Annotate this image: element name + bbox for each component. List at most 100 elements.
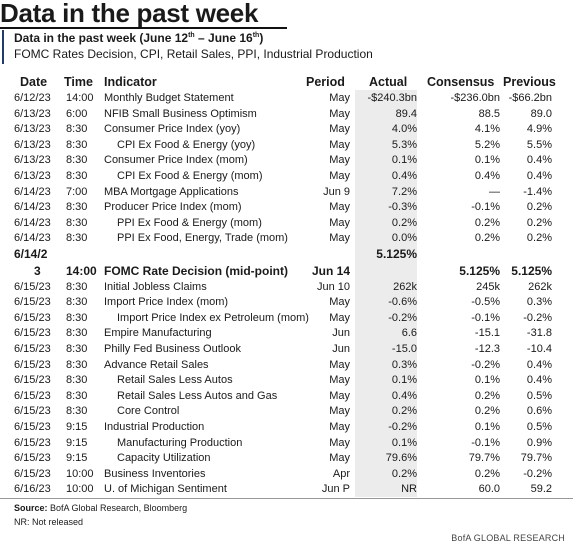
cell-period: May — [329, 374, 350, 387]
cell-period: Jun — [332, 343, 350, 355]
cell-actual: -$240.3bn — [367, 92, 417, 104]
cell-indicator: Import Price Index ex Petroleum (mom) — [117, 311, 309, 324]
cell-date: 6/15/23 — [14, 374, 51, 387]
cell-time: 8:30 — [66, 154, 88, 167]
cell-previous: -0.2% — [523, 467, 552, 480]
cell-indicator: Producer Price Index (mom) — [104, 201, 242, 214]
cell-period: May — [329, 452, 350, 465]
cell-period: May — [329, 92, 350, 104]
cell-previous: 4.9% — [526, 123, 552, 136]
cell-consensus: -0.1% — [471, 201, 500, 214]
cell-date: 6/13/23 — [14, 138, 51, 151]
cell-consensus: 0.1% — [474, 374, 500, 387]
cell-indicator: NFIB Small Business Optimism — [104, 107, 257, 120]
cell-time: 14:00 — [66, 92, 94, 104]
cell-consensus: 0.2% — [474, 467, 500, 480]
cell-indicator: Monthly Budget Statement — [104, 92, 234, 104]
table-row: 6/15/23 9:15 Industrial Production May -0.2%… — [0, 420, 573, 435]
table-description: FOMC Rates Decision, CPI, Retail Sales, … — [14, 47, 373, 61]
cell-previous: -1.4% — [523, 185, 552, 198]
table-row: 6/15/23 9:15 Capacity Utilization May 79.6% 7… — [0, 451, 573, 466]
cell-period: May — [329, 107, 350, 120]
cell-consensus: 0.1% — [474, 421, 500, 433]
source-label: Source: — [14, 503, 48, 513]
cell-previous: 0.3% — [526, 296, 552, 309]
cell-previous: -0.2% — [523, 311, 552, 324]
cell-time: 10:00 — [66, 483, 94, 496]
nr-note: NR: Not released — [14, 517, 84, 527]
cell-period: May — [329, 154, 350, 167]
cell-time: 10:00 — [66, 467, 94, 480]
cell-indicator: Retail Sales Less Autos — [117, 374, 233, 387]
cell-date: 6/15/23 — [14, 296, 51, 309]
cell-consensus: 0.4% — [474, 170, 500, 182]
cell-date: 6/12/23 — [14, 92, 51, 104]
col-head-period: Period — [306, 75, 345, 89]
cell-period: May — [329, 405, 350, 418]
cell-date: 6/15/23 — [14, 467, 51, 480]
table-row: 6/14/23 8:30 PPI Ex Food & Energy (mom) May… — [0, 216, 573, 231]
table-row: 6/13/23 8:30 CPI Ex Food & Energy (yoy) May… — [0, 138, 573, 153]
cell-actual: 0.1% — [391, 436, 417, 449]
cell-period: Jun 14 — [311, 264, 350, 278]
cell-indicator: PPI Ex Food, Energy, Trade (mom) — [117, 232, 288, 245]
col-head-actual: Actual — [369, 75, 408, 89]
cell-date: 6/14/2 — [14, 247, 48, 261]
cell-indicator: Advance Retail Sales — [104, 358, 209, 371]
cell-date: 6/15/23 — [14, 389, 51, 402]
table-row: 6/15/23 8:30 Initial Jobless Claims Jun 10 2… — [0, 280, 573, 295]
cell-actual: 0.3% — [391, 358, 417, 371]
cell-actual: 0.2% — [391, 467, 417, 480]
actual-column-shading — [355, 90, 417, 497]
cell-period: May — [329, 216, 350, 229]
cell-consensus: 0.1% — [474, 154, 500, 167]
cell-consensus: 0.2% — [474, 216, 500, 229]
cell-indicator: Manufacturing Production — [117, 436, 243, 449]
cell-consensus: 0.2% — [474, 389, 500, 402]
cell-consensus: -0.2% — [471, 358, 500, 371]
table-row: 6/15/23 8:30 Import Price Index (mom) May -0… — [0, 295, 573, 310]
cell-consensus: 0.2% — [474, 232, 500, 245]
cell-actual: 0.4% — [391, 170, 417, 182]
cell-time: 8:30 — [66, 123, 88, 136]
col-head-consensus: Consensus — [427, 75, 495, 89]
cell-indicator: MBA Mortgage Applications — [104, 185, 239, 198]
cell-indicator: FOMC Rate Decision (mid-point) — [104, 264, 288, 278]
cell-actual: -0.2% — [388, 421, 417, 433]
cell-previous: 59.2 — [530, 483, 552, 496]
cell-date: 6/15/23 — [14, 280, 51, 293]
cell-date-cont: 3 — [34, 264, 41, 278]
cell-period: May — [329, 421, 350, 433]
cell-consensus: -0.5% — [471, 296, 500, 309]
cell-actual: 0.4% — [391, 389, 417, 402]
cell-date: 6/15/23 — [14, 436, 51, 449]
cell-time: 8:30 — [66, 138, 88, 151]
cell-period: May — [329, 389, 350, 402]
cell-actual: NR — [401, 483, 417, 496]
table-row: 6/14/23 7:00 MBA Mortgage Applications Jun … — [0, 185, 573, 200]
cell-consensus: -0.1% — [471, 436, 500, 449]
cell-time: 8:30 — [66, 296, 88, 309]
cell-previous: -10.4 — [526, 343, 552, 355]
footer-divider — [0, 498, 573, 499]
source-note: Source: BofA Global Research, Bloomberg — [14, 503, 187, 513]
cell-time: 9:15 — [66, 421, 88, 433]
table-row: 6/13/23 8:30 CPI Ex Food & Energy (mom) May… — [0, 169, 573, 184]
cell-indicator: Initial Jobless Claims — [104, 280, 207, 293]
cell-time: 7:00 — [66, 185, 88, 198]
cell-time: 9:15 — [66, 436, 88, 449]
subtitle-sup2: th — [252, 32, 260, 39]
cell-date: 6/16/23 — [14, 483, 51, 496]
cell-consensus: 79.7% — [468, 452, 500, 465]
cell-consensus: 245k — [476, 280, 500, 293]
cell-period: Apr — [332, 467, 350, 480]
table-row: 6/12/23 14:00 Monthly Budget Statement May -… — [0, 91, 573, 106]
cell-indicator: U. of Michigan Sentiment — [104, 483, 227, 496]
cell-indicator: Empire Manufacturing — [104, 327, 212, 340]
cell-actual: 262k — [393, 280, 417, 293]
cell-period: May — [329, 296, 350, 309]
cell-time: 14:00 — [66, 264, 97, 278]
cell-date: 6/15/23 — [14, 327, 51, 340]
cell-period: May — [329, 123, 350, 136]
cell-date: 6/15/23 — [14, 405, 51, 418]
